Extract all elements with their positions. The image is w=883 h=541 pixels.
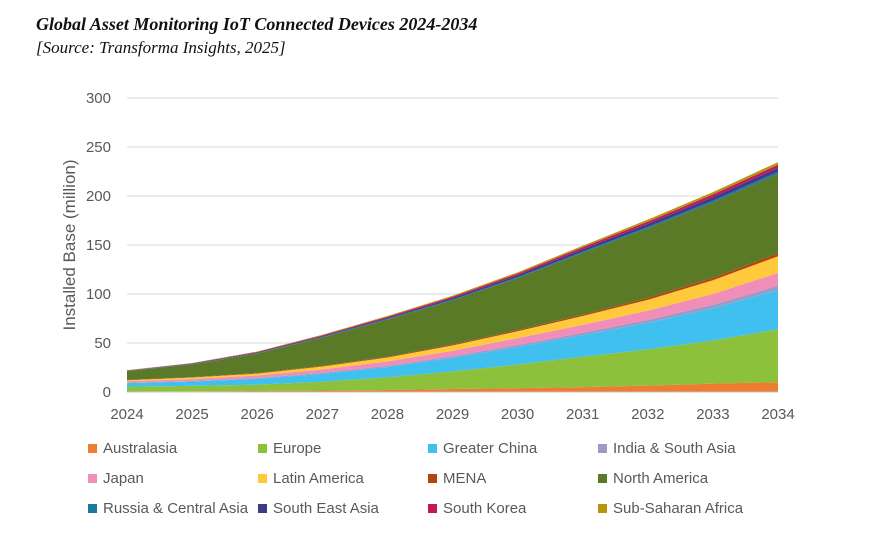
x-tick-label: 2024 xyxy=(110,406,143,423)
y-tick-label: 150 xyxy=(86,237,111,254)
legend-item: MENA xyxy=(428,468,598,489)
legend-swatch xyxy=(88,444,97,453)
legend-swatch xyxy=(598,444,607,453)
x-tick-label: 2029 xyxy=(436,406,469,423)
legend-item: Australasia xyxy=(88,438,258,459)
x-tick-label: 2033 xyxy=(696,406,729,423)
legend-item: Europe xyxy=(258,438,428,459)
legend-label: Australasia xyxy=(103,440,178,457)
legend-swatch xyxy=(258,474,267,483)
legend-item: South Korea xyxy=(428,498,598,519)
legend-label: South Korea xyxy=(443,500,527,517)
legend-label: Europe xyxy=(273,440,322,457)
legend-swatch xyxy=(598,504,607,513)
legend-label: Sub-Saharan Africa xyxy=(613,500,744,517)
y-tick-label: 0 xyxy=(103,384,111,401)
legend-item: Latin America xyxy=(258,468,428,489)
legend-item: Russia & Central Asia xyxy=(88,498,258,519)
y-tick-label: 100 xyxy=(86,286,111,303)
legend-label: MENA xyxy=(443,470,487,487)
x-tick-label: 2030 xyxy=(501,406,534,423)
legend-swatch xyxy=(258,444,267,453)
legend: Australasia Europe Greater China India & So… xyxy=(88,438,788,519)
x-tick-label: 2031 xyxy=(566,406,599,423)
y-tick-labels: 0 50 100 150 200 250 300 xyxy=(86,90,111,401)
legend-swatch xyxy=(598,474,607,483)
y-tick-label: 300 xyxy=(86,90,111,107)
x-tick-labels: 2024 2025 2026 2027 2028 2029 2030 2031 2032 2033… xyxy=(110,406,794,423)
area-europe xyxy=(127,329,778,392)
area-greater-china xyxy=(127,290,778,387)
area-australasia xyxy=(127,382,778,392)
y-tick-label: 250 xyxy=(86,139,111,156)
x-tick-label: 2032 xyxy=(631,406,664,423)
legend-swatch xyxy=(428,504,437,513)
legend-swatch xyxy=(428,474,437,483)
legend-label: Russia & Central Asia xyxy=(103,500,249,517)
y-tick-label: 200 xyxy=(86,188,111,205)
legend-item: North America xyxy=(598,468,768,489)
legend-label: North America xyxy=(613,470,709,487)
legend-label: Greater China xyxy=(443,440,538,457)
legend-item: India & South Asia xyxy=(598,438,768,459)
legend-label: Latin America xyxy=(273,470,364,487)
legend-item: Sub-Saharan Africa xyxy=(598,498,768,519)
legend-item: South East Asia xyxy=(258,498,428,519)
legend-label: India & South Asia xyxy=(613,440,736,457)
chart-subtitle: [Source: Transforma Insights, 2025] xyxy=(36,38,286,57)
chart-title: Global Asset Monitoring IoT Connected De… xyxy=(36,14,478,34)
x-tick-label: 2028 xyxy=(371,406,404,423)
y-tick-label: 50 xyxy=(94,335,111,352)
legend-label: South East Asia xyxy=(273,500,379,517)
area-north-america xyxy=(127,173,778,380)
legend-swatch xyxy=(88,474,97,483)
area-series xyxy=(127,162,778,392)
x-tick-label: 2027 xyxy=(306,406,339,423)
x-tick-label: 2034 xyxy=(761,406,794,423)
legend-label: Japan xyxy=(103,470,144,487)
legend-item: Japan xyxy=(88,468,258,489)
legend-swatch xyxy=(428,444,437,453)
legend-swatch xyxy=(258,504,267,513)
legend-swatch xyxy=(88,504,97,513)
x-tick-label: 2026 xyxy=(241,406,274,423)
legend-item: Greater China xyxy=(428,438,598,459)
y-axis-title: Installed Base (million) xyxy=(60,159,79,330)
x-tick-label: 2025 xyxy=(175,406,208,423)
